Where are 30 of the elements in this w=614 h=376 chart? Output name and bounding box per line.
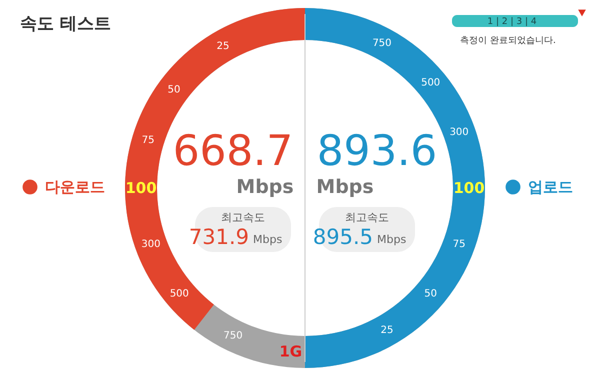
text: 300: [141, 239, 160, 250]
text: 25: [216, 40, 230, 52]
text: Mbps: [253, 233, 282, 246]
text: 750: [372, 38, 392, 50]
data-label: 668.7: [172, 126, 294, 175]
text: 측정이 완료되었습니다.: [460, 36, 556, 46]
text: Mbps: [377, 233, 406, 246]
text: 속도 테스트: [20, 14, 111, 34]
text: 75: [452, 239, 466, 250]
text: 50: [168, 84, 180, 96]
text: 731.9: [188, 225, 249, 249]
text: 1G: [279, 342, 302, 360]
category-label: 업로드: [528, 178, 573, 196]
text: 25: [380, 325, 394, 336]
text: 895.5: [312, 225, 373, 249]
data-label: 893.6: [316, 126, 438, 175]
text: 300: [450, 126, 469, 138]
text: 500: [421, 78, 440, 89]
text: 1 | 2 | 3 | 4: [487, 17, 537, 27]
text: Mbps: [316, 176, 374, 198]
text: 75: [142, 135, 155, 146]
text: 750: [224, 330, 243, 342]
text: 500: [170, 288, 189, 300]
text: 100: [125, 179, 157, 197]
text: 최고속도: [221, 211, 265, 224]
text: 100: [453, 179, 485, 197]
category-label: 다운로드: [45, 178, 105, 196]
text: 최고속도: [345, 211, 389, 224]
text: 50: [424, 288, 437, 300]
text: Mbps: [236, 176, 294, 198]
